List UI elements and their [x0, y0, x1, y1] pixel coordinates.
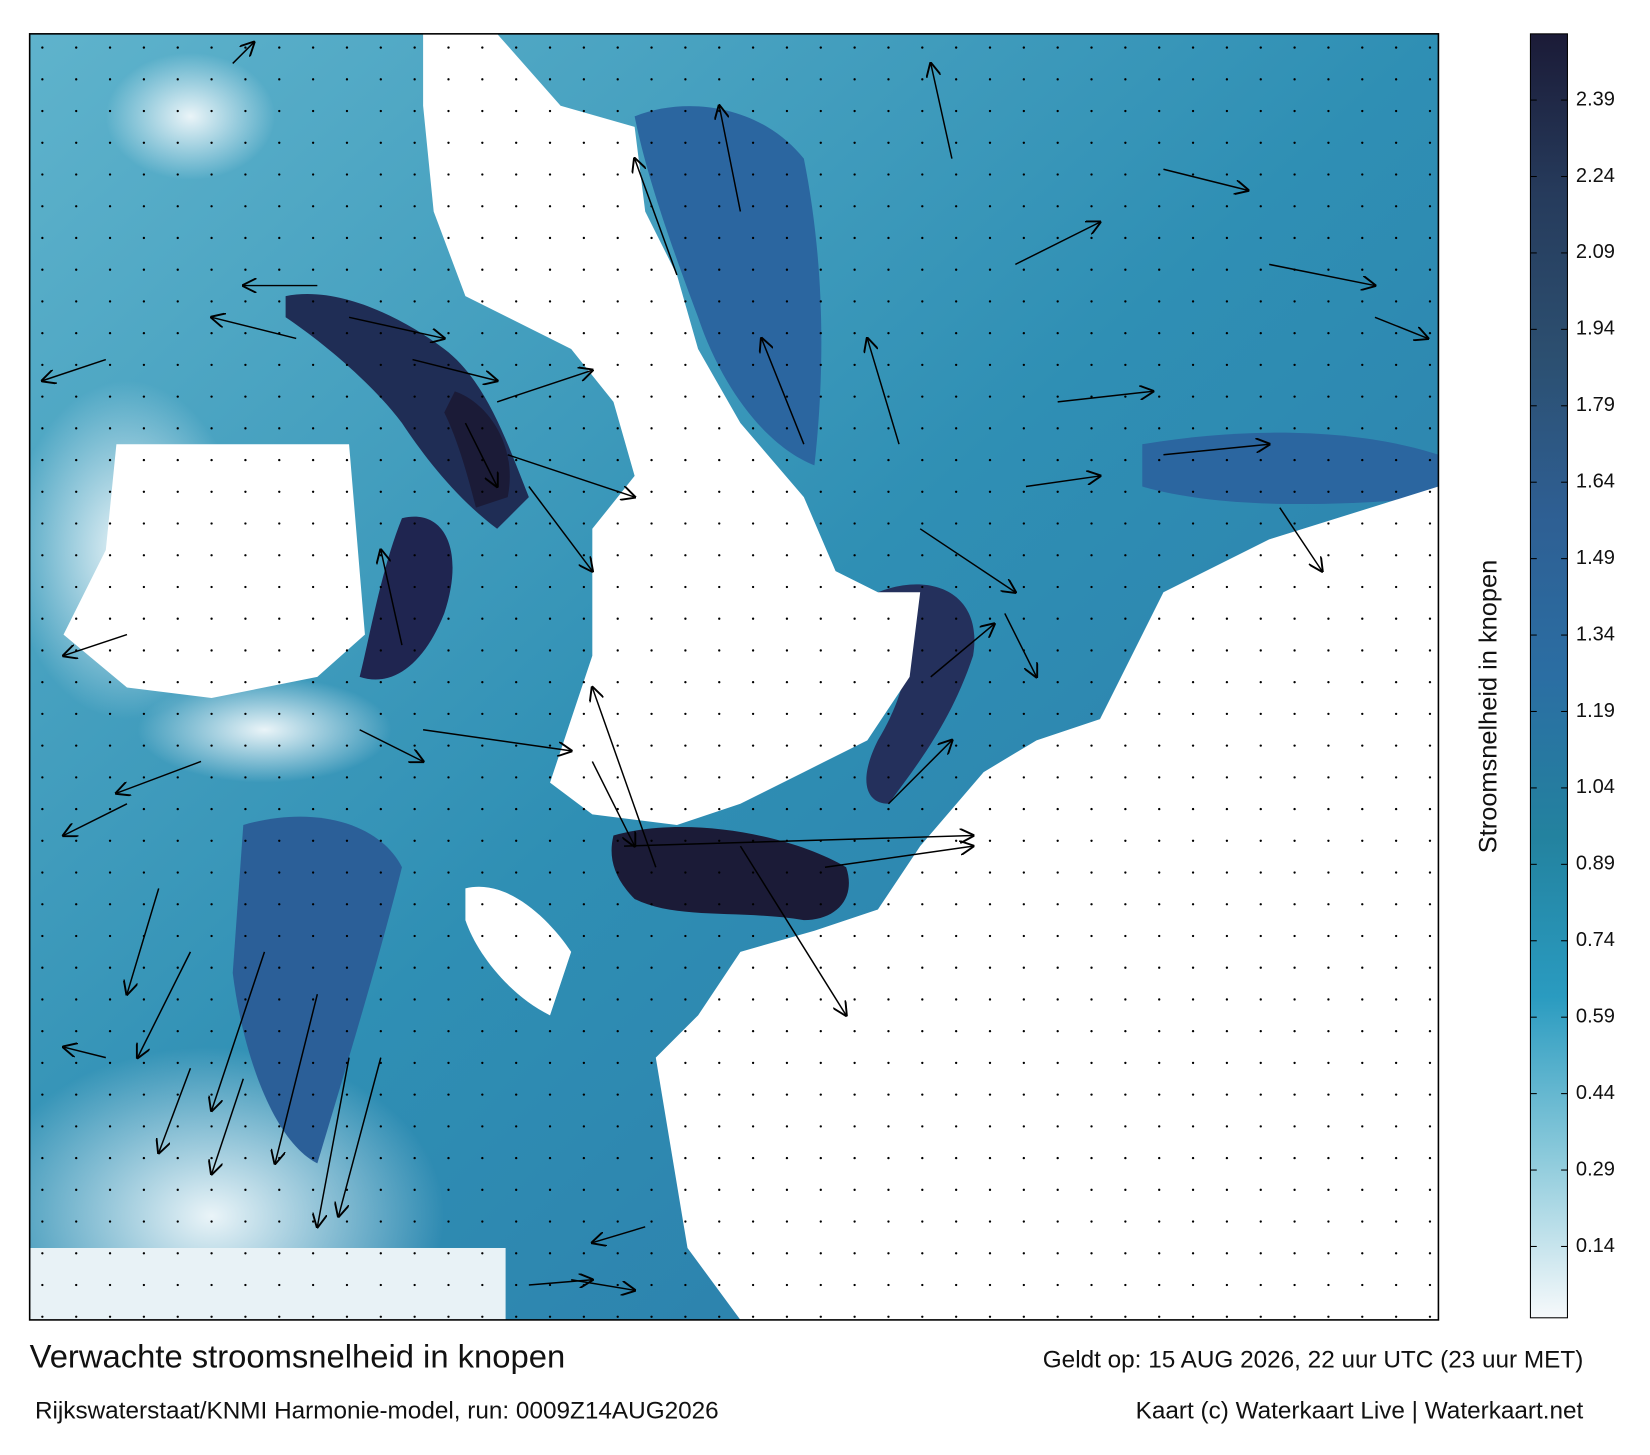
- land: [423, 33, 921, 825]
- map-frame: [28, 33, 1440, 1321]
- colorbar-tick-label: 0.29: [1576, 1158, 1615, 1180]
- current-arrows: [42, 42, 1427, 1290]
- colorbar-tick-label: 1.19: [1576, 700, 1615, 722]
- colorbar-tick-label: 1.79: [1576, 394, 1615, 416]
- land: [63, 444, 365, 699]
- channel: [634, 106, 822, 466]
- land: [655, 486, 1439, 1320]
- colorbar-tick-label: 1.94: [1576, 318, 1615, 340]
- title: Verwachte stroomsnelheid in knopen: [30, 1338, 566, 1375]
- valid-time: Geldt op: 15 AUG 2026, 22 uur UTC (23 uu…: [1043, 1347, 1584, 1374]
- colorbar-tick-label: 0.59: [1576, 1006, 1615, 1028]
- colorbar-tick-label: 1.34: [1576, 623, 1615, 645]
- colorbar-ticks: 0.14 0.29 0.44 0.59 0.74 0.89 1.04 1.19 1.34 1.49…: [1530, 88, 1615, 1257]
- island: [465, 886, 572, 1016]
- credit: Kaart (c) Waterkaart Live | Waterkaart.n…: [1136, 1397, 1584, 1424]
- colorbar: [1529, 33, 1568, 1319]
- channel: [232, 816, 402, 1164]
- channel: [1142, 432, 1439, 505]
- grid-dots: [41, 46, 1432, 1318]
- model-info: Rijkswaterstaat/KNMI Harmonie-model, run…: [35, 1397, 719, 1424]
- deep-channel: [359, 516, 453, 680]
- deep-channel: [866, 584, 975, 804]
- colorbar-tick-label: 2.24: [1576, 165, 1615, 187]
- map: [29, 33, 1439, 1320]
- colorbar-tick-label: 1.49: [1576, 547, 1615, 569]
- colorbar-tick-label: 0.44: [1576, 1082, 1615, 1104]
- shallow-water: [137, 676, 392, 783]
- colorbar-tick-label: 1.04: [1576, 776, 1615, 798]
- colorbar-tick-label: 2.09: [1576, 241, 1615, 263]
- shallow-water: [29, 1247, 506, 1320]
- colorbar-label: Stroomsnelheid in knopen: [1475, 560, 1503, 853]
- colorbar-tick-label: 0.89: [1576, 853, 1615, 875]
- colorbar-tick-label: 1.64: [1576, 471, 1615, 493]
- colorbar-tick-label: 0.14: [1576, 1235, 1615, 1257]
- shallow-water: [29, 1047, 445, 1320]
- colorbar-tick-label: 0.74: [1576, 929, 1615, 951]
- colorbar-tick-label: 2.39: [1576, 88, 1615, 110]
- deep-channel: [611, 827, 849, 921]
- shallow-water: [105, 52, 276, 180]
